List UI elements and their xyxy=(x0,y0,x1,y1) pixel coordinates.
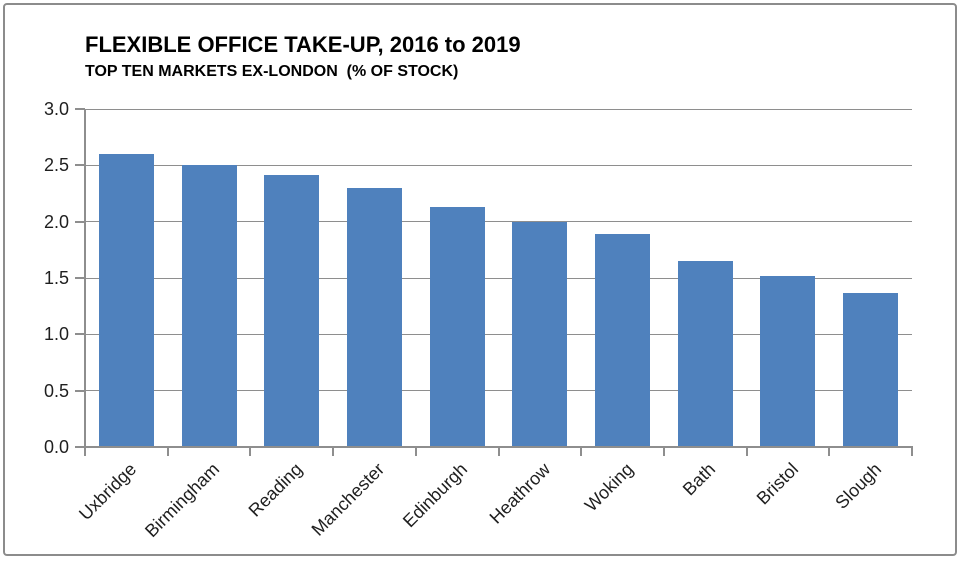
bar-uxbridge xyxy=(98,154,154,447)
bar-reading xyxy=(264,175,320,447)
bar-bath xyxy=(677,261,733,447)
y-gridline xyxy=(85,221,912,223)
x-tick-mark xyxy=(911,447,913,456)
bar-birmingham xyxy=(181,165,237,447)
y-tick-label: 3.0 xyxy=(43,99,69,119)
x-tick-mark xyxy=(662,447,665,456)
x-tick-mark xyxy=(414,447,417,456)
y-tick-label: 0.0 xyxy=(43,437,69,457)
bar-bristol xyxy=(760,275,816,447)
y-tick-mark xyxy=(75,333,85,336)
y-tick-mark xyxy=(75,108,85,110)
y-tick-label: 2.0 xyxy=(43,211,69,232)
y-tick-mark xyxy=(75,277,85,279)
bar-manchester xyxy=(346,187,402,447)
x-tick-mark xyxy=(580,447,583,456)
chart-stage: FLEXIBLE OFFICE TAKE-UP, 2016 to 2019 TO… xyxy=(5,5,955,554)
x-tick-mark xyxy=(166,447,169,456)
y-gridline xyxy=(85,390,912,392)
y-tick-label: 1.5 xyxy=(43,268,69,288)
y-tick-mark xyxy=(75,164,85,167)
y-gridline xyxy=(85,277,912,279)
bar-edinburgh xyxy=(429,207,485,447)
y-gridline xyxy=(85,108,912,110)
y-tick-label: 0.5 xyxy=(43,380,69,401)
x-tick-mark xyxy=(828,447,831,456)
x-tick-mark xyxy=(745,447,748,456)
x-tick-mark xyxy=(332,447,335,456)
x-tick-mark xyxy=(497,447,500,456)
y-tick-label: 1.0 xyxy=(43,324,69,345)
y-tick-mark xyxy=(75,220,85,223)
chart-subtitle: TOP TEN MARKETS EX-LONDON (% OF STOCK) xyxy=(85,63,459,80)
x-tick-mark xyxy=(249,447,252,456)
y-tick-mark xyxy=(75,446,85,448)
bar-slough xyxy=(843,292,899,447)
y-tick-label: 2.5 xyxy=(43,155,69,176)
chart-title: FLEXIBLE OFFICE TAKE-UP, 2016 to 2019 xyxy=(85,32,521,57)
bar-heathrow xyxy=(512,221,568,447)
bar-woking xyxy=(595,234,651,447)
y-axis-line xyxy=(84,109,86,448)
x-tick-mark xyxy=(84,447,86,456)
y-gridline xyxy=(85,164,912,166)
chart-frame: FLEXIBLE OFFICE TAKE-UP, 2016 to 2019 TO… xyxy=(3,3,957,556)
y-gridline xyxy=(85,333,912,335)
y-tick-mark xyxy=(75,389,85,392)
